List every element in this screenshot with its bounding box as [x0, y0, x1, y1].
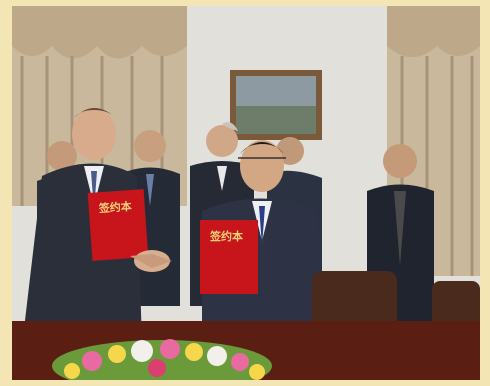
red-signing-folder-left: 签约本: [87, 189, 149, 261]
folder-left-label: 签约本: [97, 199, 132, 215]
handshake: [130, 250, 172, 272]
folder-right-label: 签约本: [209, 229, 243, 243]
framed-picture: [230, 70, 322, 140]
red-signing-folder-right: 签约本: [200, 220, 258, 294]
flower-arrangement: [52, 339, 272, 380]
right-curtain: [387, 6, 480, 276]
signing-ceremony-photo: 签约本 签约本: [12, 6, 480, 380]
